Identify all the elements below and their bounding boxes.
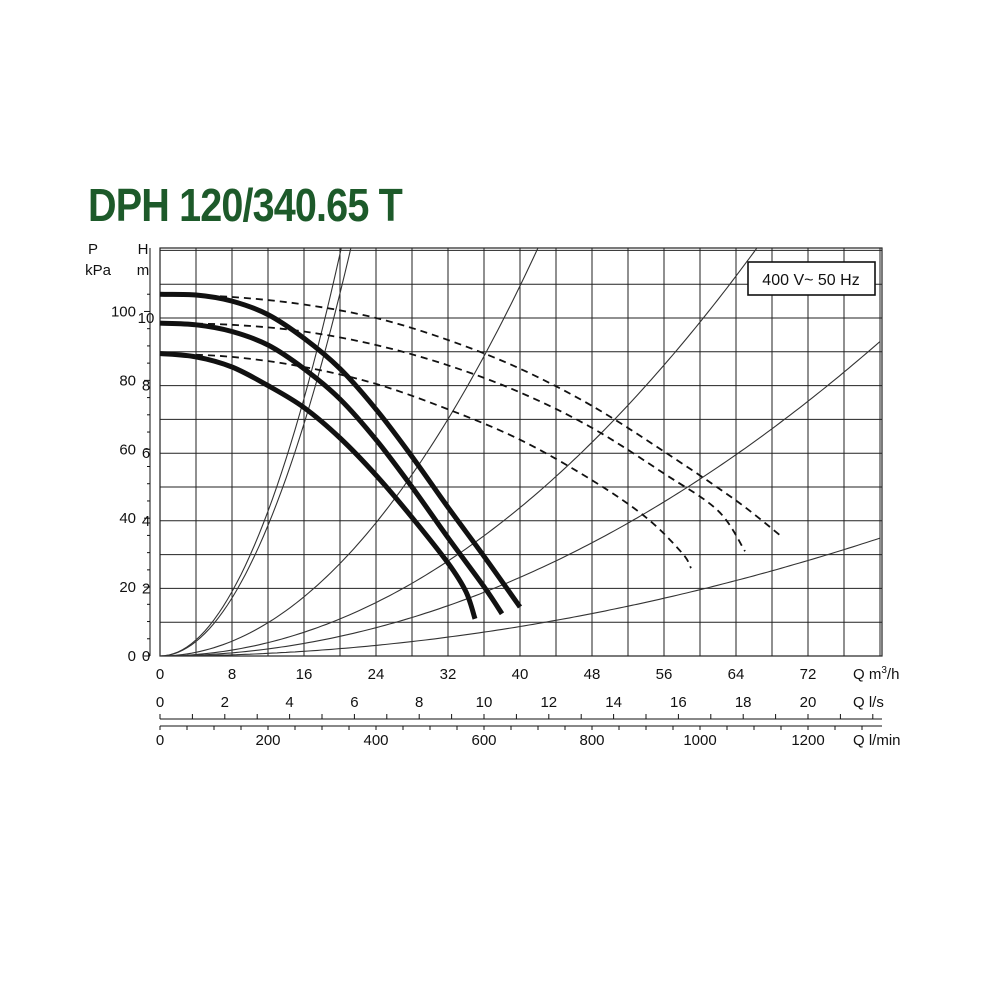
pressure-tick-label: 60 (119, 441, 136, 458)
flow-tick-label: 10 (476, 694, 493, 711)
power-curve-1 (159, 293, 782, 537)
head-tick-label: 0 (142, 648, 150, 665)
flow-axis-label-lmin: Q l/min (853, 732, 901, 749)
head-axis-unit: m (137, 262, 150, 279)
system-curve (160, 537, 881, 656)
plot-frame (159, 247, 883, 657)
flow-tick-label: 18 (735, 694, 752, 711)
pressure-tick-label: 80 (119, 372, 136, 389)
system-curve (160, 248, 352, 656)
flow-tick-label: 64 (728, 666, 745, 683)
flow-axis-label-m3h: Q m3/h (853, 665, 899, 683)
power-curve-3 (159, 352, 692, 569)
head-curve-3 (159, 351, 478, 620)
pressure-tick-label: 100 (111, 303, 136, 320)
pressure-axis-unit: kPa (85, 262, 112, 279)
flow-tick-label: 4 (285, 694, 293, 711)
head-tick-label: 10 (138, 310, 155, 327)
pressure-tick-label: 20 (119, 579, 136, 596)
flow-tick-label: 0 (156, 732, 164, 749)
grid-lines (159, 247, 883, 657)
head-tick-label: 6 (142, 445, 150, 462)
flow-tick-label: 200 (255, 732, 280, 749)
flow-tick-label: 400 (363, 732, 388, 749)
head-curve-2 (159, 320, 505, 616)
pressure-tick-label: 40 (119, 510, 136, 527)
flow-axis-label-ls: Q l/s (853, 694, 884, 711)
flow-tick-label: 20 (800, 694, 817, 711)
flow-tick-label: 8 (415, 694, 423, 711)
flow-tick-label: 16 (296, 666, 313, 683)
flow-tick-label: 0 (156, 694, 164, 711)
head-tick-label: 2 (142, 580, 150, 597)
flow-tick-label: 40 (512, 666, 529, 683)
flow-tick-label: 32 (440, 666, 457, 683)
pressure-axis-symbol: P (88, 241, 98, 258)
voltage-annotation: 400 V~ 50 Hz (762, 272, 859, 289)
flow-tick-label: 1000 (683, 732, 716, 749)
pressure-tick-label: 0 (128, 648, 136, 665)
flow-tick-label: 600 (471, 732, 496, 749)
head-curve-1 (159, 291, 523, 609)
flow-tick-label: 56 (656, 666, 673, 683)
flow-tick-label: 8 (228, 666, 236, 683)
system-curve (160, 341, 881, 656)
voltage-annotation-box: 400 V~ 50 Hz (747, 261, 876, 296)
chart-title: DPH 120/340.65 T (88, 179, 403, 231)
flow-tick-label: 2 (221, 694, 229, 711)
flow-tick-label: 12 (540, 694, 557, 711)
voltage-annotation-border (747, 261, 876, 296)
head-tick-label: 4 (142, 513, 150, 530)
flow-tick-label: 800 (579, 732, 604, 749)
flow-tick-label: 24 (368, 666, 385, 683)
system-curve (160, 248, 342, 656)
head-axis-symbol: H (138, 241, 149, 258)
flow-tick-label: 48 (584, 666, 601, 683)
system-curves (160, 248, 881, 656)
system-curve (160, 248, 539, 656)
flow-tick-label: 14 (605, 694, 622, 711)
system-curve (160, 248, 758, 656)
flow-tick-label: 0 (156, 666, 164, 683)
power-curve-2 (159, 322, 746, 552)
flow-tick-label: 1200 (791, 732, 824, 749)
flow-tick-label: 72 (800, 666, 817, 683)
flow-tick-label: 6 (350, 694, 358, 711)
flow-tick-label: 16 (670, 694, 687, 711)
head-tick-label: 8 (142, 378, 150, 395)
pump-curves (159, 291, 782, 620)
